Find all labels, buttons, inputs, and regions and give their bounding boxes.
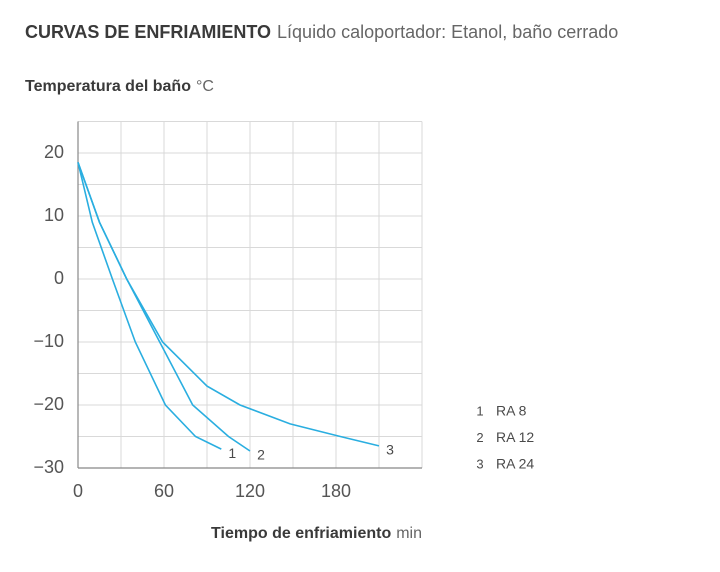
series-end-label: 1 [228, 445, 236, 461]
y-tick-label: 20 [44, 142, 64, 162]
y-tick-label: 10 [44, 205, 64, 225]
y-label: Temperatura del baño [25, 78, 191, 95]
legend-label: RA 8 [496, 403, 527, 419]
y-tick-label: −30 [33, 457, 64, 477]
y-axis-title: Temperatura del baño °C [25, 78, 214, 95]
legend-number: 1 [476, 403, 483, 418]
x-label: Tiempo de enfriamiento [211, 525, 391, 542]
y-tick-label: 0 [54, 268, 64, 288]
legend-number: 2 [476, 430, 483, 445]
legend-label: RA 12 [496, 429, 534, 445]
chart-title-group: CURVAS DE ENFRIAMIENTO Líquido caloportad… [25, 22, 618, 42]
legend-number: 3 [476, 456, 483, 471]
y-unit: °C [196, 78, 214, 95]
legend-label: RA 24 [496, 456, 534, 472]
x-tick-label: 60 [154, 481, 174, 501]
x-tick-label: 120 [235, 481, 265, 501]
y-tick-label: −20 [33, 394, 64, 414]
chart-title: CURVAS DE ENFRIAMIENTO [25, 22, 271, 42]
x-unit: min [396, 525, 422, 542]
series-line [77, 162, 222, 450]
x-axis-title: Tiempo de enfriamiento min [211, 525, 422, 542]
x-tick-label: 0 [73, 481, 83, 501]
series-end-label: 2 [257, 447, 265, 463]
series-line [77, 162, 380, 447]
series-end-label: 3 [386, 442, 394, 458]
y-tick-label: −10 [33, 331, 64, 351]
x-tick-label: 180 [321, 481, 351, 501]
chart-subtitle: Líquido caloportador: Etanol, baño cerra… [277, 22, 618, 42]
